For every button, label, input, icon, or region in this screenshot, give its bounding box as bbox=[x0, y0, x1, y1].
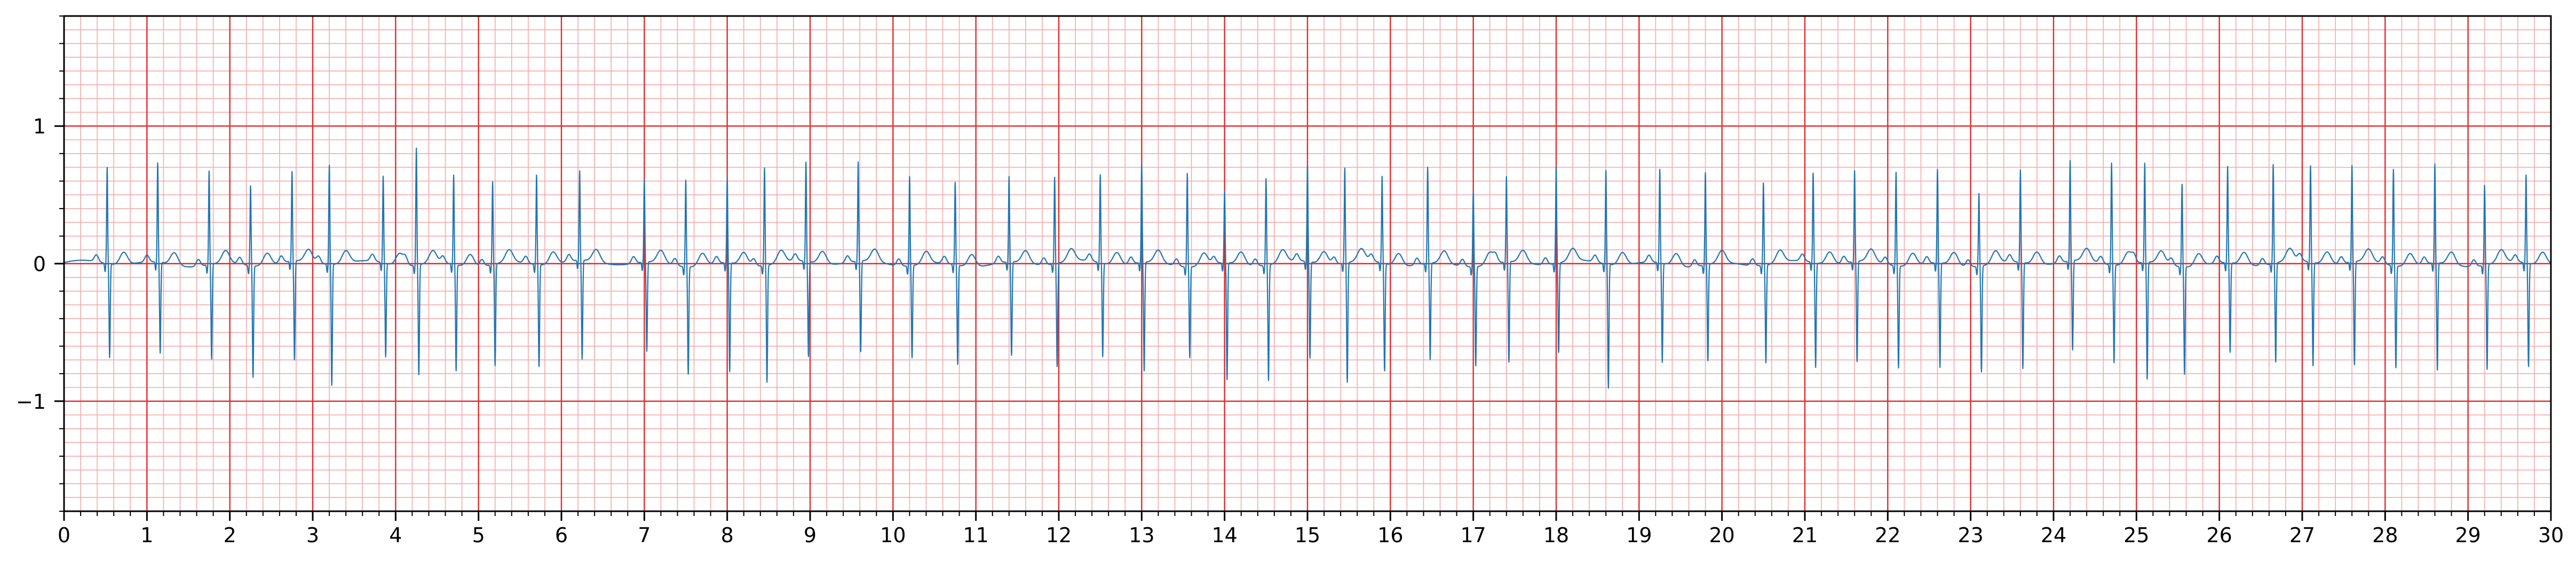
x-tick-label: 1 bbox=[140, 524, 153, 547]
y-tick-label: 1 bbox=[33, 115, 46, 138]
x-tick-label: 5 bbox=[472, 524, 485, 547]
ecg-series-line bbox=[64, 147, 2551, 389]
x-tick-label: 6 bbox=[555, 524, 568, 547]
x-tick-label: 7 bbox=[638, 524, 651, 547]
x-tick-label: 18 bbox=[1543, 524, 1569, 547]
x-tick-label: 3 bbox=[306, 524, 319, 547]
ecg-trace bbox=[64, 147, 2551, 389]
x-tick-label: 21 bbox=[1792, 524, 1818, 547]
x-tick-label: 8 bbox=[721, 524, 734, 547]
x-tick-label: 30 bbox=[2538, 524, 2564, 547]
y-tick-label: 0 bbox=[33, 252, 46, 276]
x-tick-label: 2 bbox=[224, 524, 236, 547]
x-tick-label: 22 bbox=[1875, 524, 1900, 547]
x-tick-label: 28 bbox=[2372, 524, 2398, 547]
x-tick-label: 26 bbox=[2206, 524, 2232, 547]
x-tick-label: 16 bbox=[1377, 524, 1403, 547]
y-axis-tick-labels: −1 0 1 bbox=[16, 115, 46, 414]
x-tick-label: 10 bbox=[880, 524, 906, 547]
x-tick-label: 0 bbox=[58, 524, 70, 547]
x-tick-label: 17 bbox=[1460, 524, 1486, 547]
x-axis-tick-labels: 0 1 2 3 4 5 6 7 8 9 10 11 12 13 14 15 16 17 18 19 20 21 22 23 24… bbox=[58, 524, 2564, 547]
axis-ticks bbox=[54, 15, 2552, 521]
x-tick-label: 9 bbox=[804, 524, 817, 547]
x-tick-label: 27 bbox=[2289, 524, 2315, 547]
x-tick-label: 19 bbox=[1626, 524, 1652, 547]
x-tick-label: 20 bbox=[1709, 524, 1734, 547]
major-grid bbox=[63, 16, 2552, 511]
x-tick-label: 29 bbox=[2455, 524, 2480, 547]
x-tick-label: 25 bbox=[2123, 524, 2149, 547]
x-tick-label: 23 bbox=[1957, 524, 1983, 547]
x-tick-label: 24 bbox=[2041, 524, 2066, 547]
y-tick-label: −1 bbox=[16, 390, 46, 414]
x-tick-label: 12 bbox=[1046, 524, 1072, 547]
x-tick-label: 13 bbox=[1129, 524, 1154, 547]
x-tick-label: 15 bbox=[1295, 524, 1320, 547]
x-tick-label: 14 bbox=[1211, 524, 1237, 547]
x-tick-label: 11 bbox=[963, 524, 988, 547]
x-tick-label: 4 bbox=[389, 524, 402, 547]
